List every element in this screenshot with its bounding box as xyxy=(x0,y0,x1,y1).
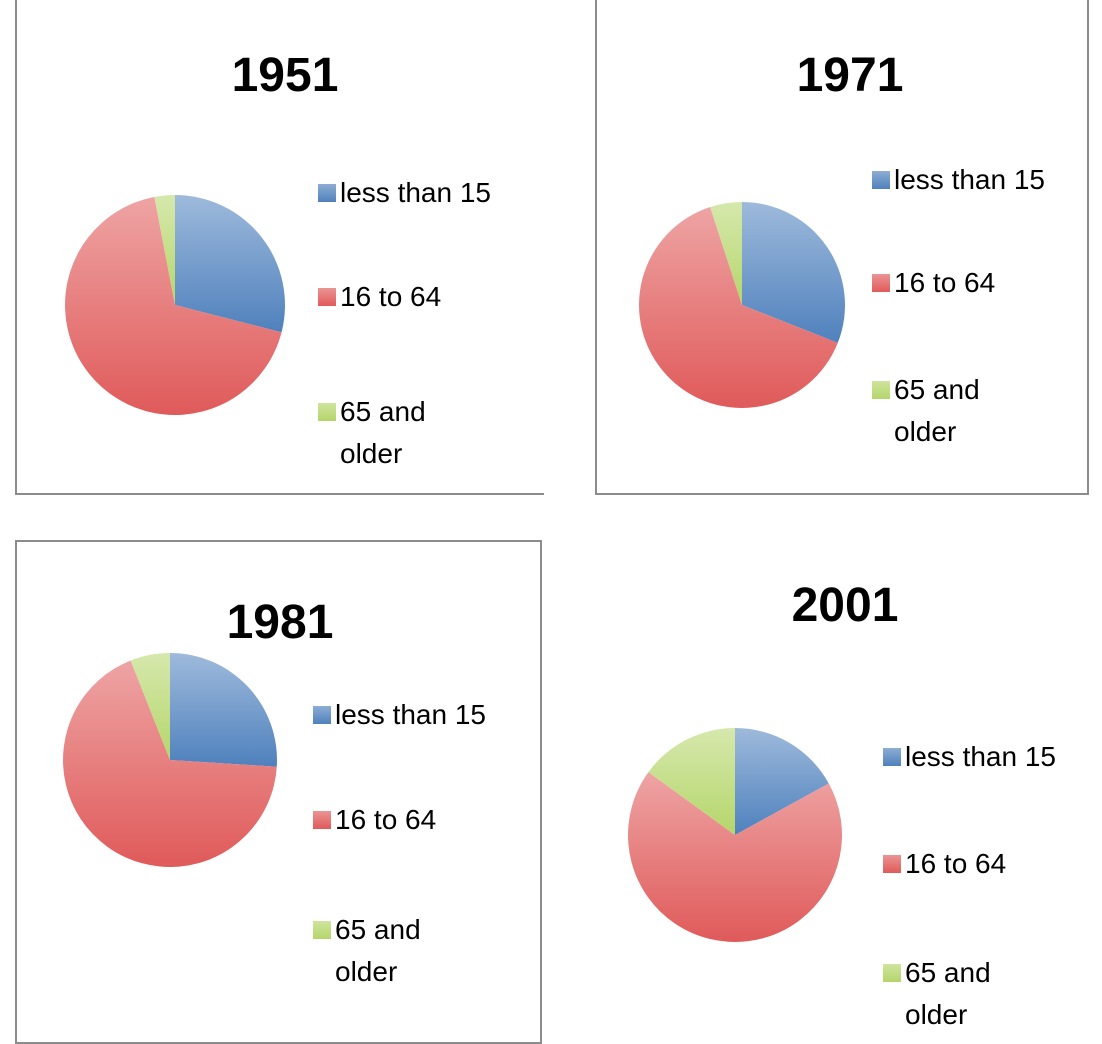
chart-title: 1981 xyxy=(226,596,334,649)
chart-frame xyxy=(595,0,1089,495)
legend-label: 16 to 64 xyxy=(894,267,996,298)
pie-slice xyxy=(710,202,742,305)
legend-item: 65 and older xyxy=(313,909,489,993)
chart-title: 2001 xyxy=(791,579,899,632)
legend-item: less than 15 xyxy=(872,159,1045,201)
legend-item: 16 to 64 xyxy=(872,262,995,304)
legend-label: 65 and older xyxy=(905,957,991,1030)
legend-swatch xyxy=(872,171,890,189)
legend-item: 16 to 64 xyxy=(313,799,436,841)
pie-slice xyxy=(154,195,175,305)
chart-frame xyxy=(15,0,544,495)
legend-item: 16 to 64 xyxy=(318,276,441,318)
legend-swatch xyxy=(313,811,331,829)
legend-swatch xyxy=(872,381,890,399)
pie-slice xyxy=(628,772,842,942)
pie-slice xyxy=(639,207,838,409)
legend-swatch xyxy=(318,288,336,306)
legend-swatch xyxy=(883,964,901,982)
legend-label: less than 15 xyxy=(335,699,486,730)
legend-swatch xyxy=(313,706,331,724)
pie-slice xyxy=(648,728,735,835)
legend-label: less than 15 xyxy=(894,164,1045,195)
pie-slice xyxy=(62,660,277,867)
legend-item: 65 and older xyxy=(318,391,494,475)
pie-slice xyxy=(65,196,282,415)
legend-swatch xyxy=(872,274,890,292)
legend-label: 16 to 64 xyxy=(335,804,437,835)
legend-label: 65 and older xyxy=(894,374,980,447)
pie-slice xyxy=(735,728,829,835)
legend-label: less than 15 xyxy=(905,741,1056,772)
legend-label: 65 and older xyxy=(335,914,421,987)
chart-title: 1971 xyxy=(796,49,904,102)
legend-swatch xyxy=(883,855,901,873)
legend-label: less than 15 xyxy=(340,177,491,208)
legend-swatch xyxy=(313,921,331,939)
legend-label: 65 and older xyxy=(340,396,426,469)
legend-swatch xyxy=(318,184,336,202)
pie-slice xyxy=(130,653,170,760)
legend-item: less than 15 xyxy=(313,694,486,736)
pie-slice xyxy=(742,202,845,343)
legend-item: 16 to 64 xyxy=(883,843,1006,885)
legend-label: 16 to 64 xyxy=(340,281,442,312)
legend-item: less than 15 xyxy=(883,736,1056,778)
chart-title: 1951 xyxy=(231,49,339,102)
legend-swatch xyxy=(318,403,336,421)
legend-item: 65 and older xyxy=(872,369,1048,453)
pie-slice xyxy=(175,195,285,333)
legend-swatch xyxy=(883,748,901,766)
legend-label: 16 to 64 xyxy=(905,848,1007,879)
pie-slice xyxy=(170,653,277,767)
legend-item: less than 15 xyxy=(318,172,491,214)
legend-item: 65 and older xyxy=(883,952,1059,1036)
